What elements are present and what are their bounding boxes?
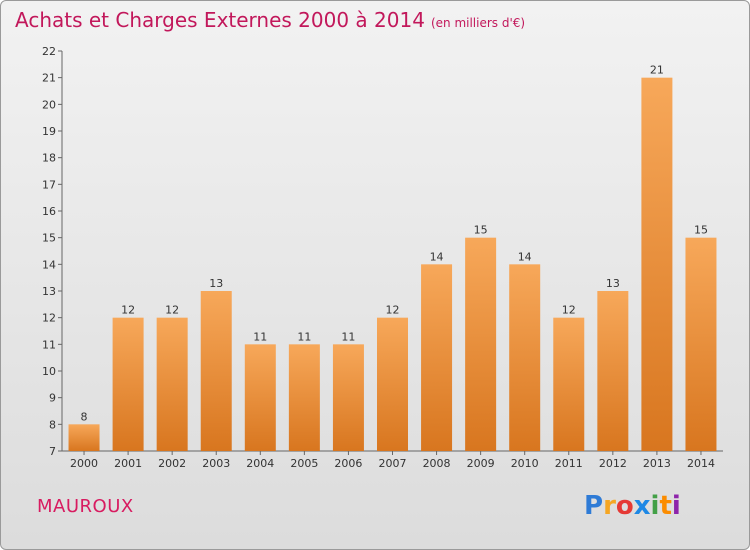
x-tick-label: 2007 <box>379 457 407 470</box>
bar <box>200 291 232 451</box>
logo-letter: r <box>603 491 616 521</box>
y-tick-label: 9 <box>49 392 56 405</box>
commune-name: MAUROUX <box>37 496 134 517</box>
y-tick-label: 21 <box>42 72 56 85</box>
logo-letter: o <box>615 491 634 521</box>
bar-value-label: 21 <box>650 64 664 77</box>
y-tick-label: 19 <box>42 125 56 138</box>
y-tick-label: 13 <box>42 285 56 298</box>
x-tick-label: 2012 <box>599 457 627 470</box>
bar <box>509 264 541 451</box>
x-tick-label: 2000 <box>70 457 98 470</box>
logo-letter: i <box>650 491 660 521</box>
bar-value-label: 15 <box>474 224 488 237</box>
x-tick-label: 2001 <box>114 457 142 470</box>
bar <box>68 424 100 451</box>
bar <box>377 317 408 451</box>
bar <box>465 237 497 451</box>
chart-unit: (en milliers d'€) <box>430 16 526 30</box>
x-tick-label: 2002 <box>158 457 186 470</box>
bar-value-label: 11 <box>341 330 355 343</box>
y-tick-label: 11 <box>42 338 56 351</box>
y-tick-label: 10 <box>42 365 56 378</box>
bar <box>288 344 320 451</box>
bar <box>553 317 585 451</box>
bar-value-label: 14 <box>430 250 444 263</box>
bar <box>112 317 144 451</box>
bar <box>156 317 188 451</box>
y-tick-label: 17 <box>42 178 56 191</box>
x-tick-label: 2006 <box>334 457 362 470</box>
y-tick-label: 14 <box>42 258 56 271</box>
logo-letter: x <box>633 491 651 521</box>
bar-value-label: 12 <box>165 304 179 317</box>
bar <box>244 344 276 451</box>
bars <box>68 77 717 452</box>
y-tick-label: 15 <box>42 232 56 245</box>
bar-value-label: 13 <box>209 277 223 290</box>
y-tick-label: 16 <box>42 205 56 218</box>
y-tick-label: 12 <box>42 312 56 325</box>
chart-title-text: Achats et Charges Externes 2000 à 2014 <box>15 8 425 32</box>
y-tick-label: 20 <box>42 98 56 111</box>
bar <box>641 77 673 452</box>
bar-value-label: 12 <box>121 304 135 317</box>
bar-value-label: 12 <box>562 304 576 317</box>
bar <box>685 237 717 451</box>
bar-value-label: 13 <box>606 277 620 290</box>
bar <box>421 264 453 451</box>
logo-letter: i <box>671 491 681 521</box>
y-tick-label: 18 <box>42 152 56 165</box>
y-tick-label: 7 <box>49 445 56 458</box>
x-tick-label: 2014 <box>687 457 715 470</box>
bar-value-label: 12 <box>386 304 400 317</box>
axes: 7 8 9 10 11 12 13 14 15 16 17 18 19 20 21 22 2000 2001 200… <box>42 45 723 470</box>
bar-value-label: 8 <box>81 410 88 423</box>
x-tick-label: 2005 <box>290 457 318 470</box>
data-labels: 8 12 12 13 11 11 11 12 14 15 14 12 13 21 15 <box>81 64 708 424</box>
x-tick-label: 2010 <box>511 457 539 470</box>
chart-title: Achats et Charges Externes 2000 à 2014 (e… <box>15 8 525 32</box>
y-tick-label: 8 <box>49 418 56 431</box>
bar <box>597 291 629 451</box>
bar <box>332 344 364 451</box>
bar-value-label: 15 <box>694 224 708 237</box>
bar-value-label: 11 <box>297 330 311 343</box>
x-tick-label: 2008 <box>423 457 451 470</box>
x-tick-label: 2003 <box>202 457 230 470</box>
logo-letter: t <box>659 491 672 521</box>
logo-letter: P <box>584 491 604 521</box>
bar-value-label: 11 <box>253 330 267 343</box>
x-tick-label: 2011 <box>555 457 583 470</box>
x-tick-label: 2009 <box>467 457 495 470</box>
y-tick-label: 22 <box>42 45 56 58</box>
proxiti-logo[interactable]: Proxiti <box>584 491 681 521</box>
bar-value-label: 14 <box>518 250 532 263</box>
x-tick-label: 2004 <box>246 457 274 470</box>
x-tick-label: 2013 <box>643 457 671 470</box>
